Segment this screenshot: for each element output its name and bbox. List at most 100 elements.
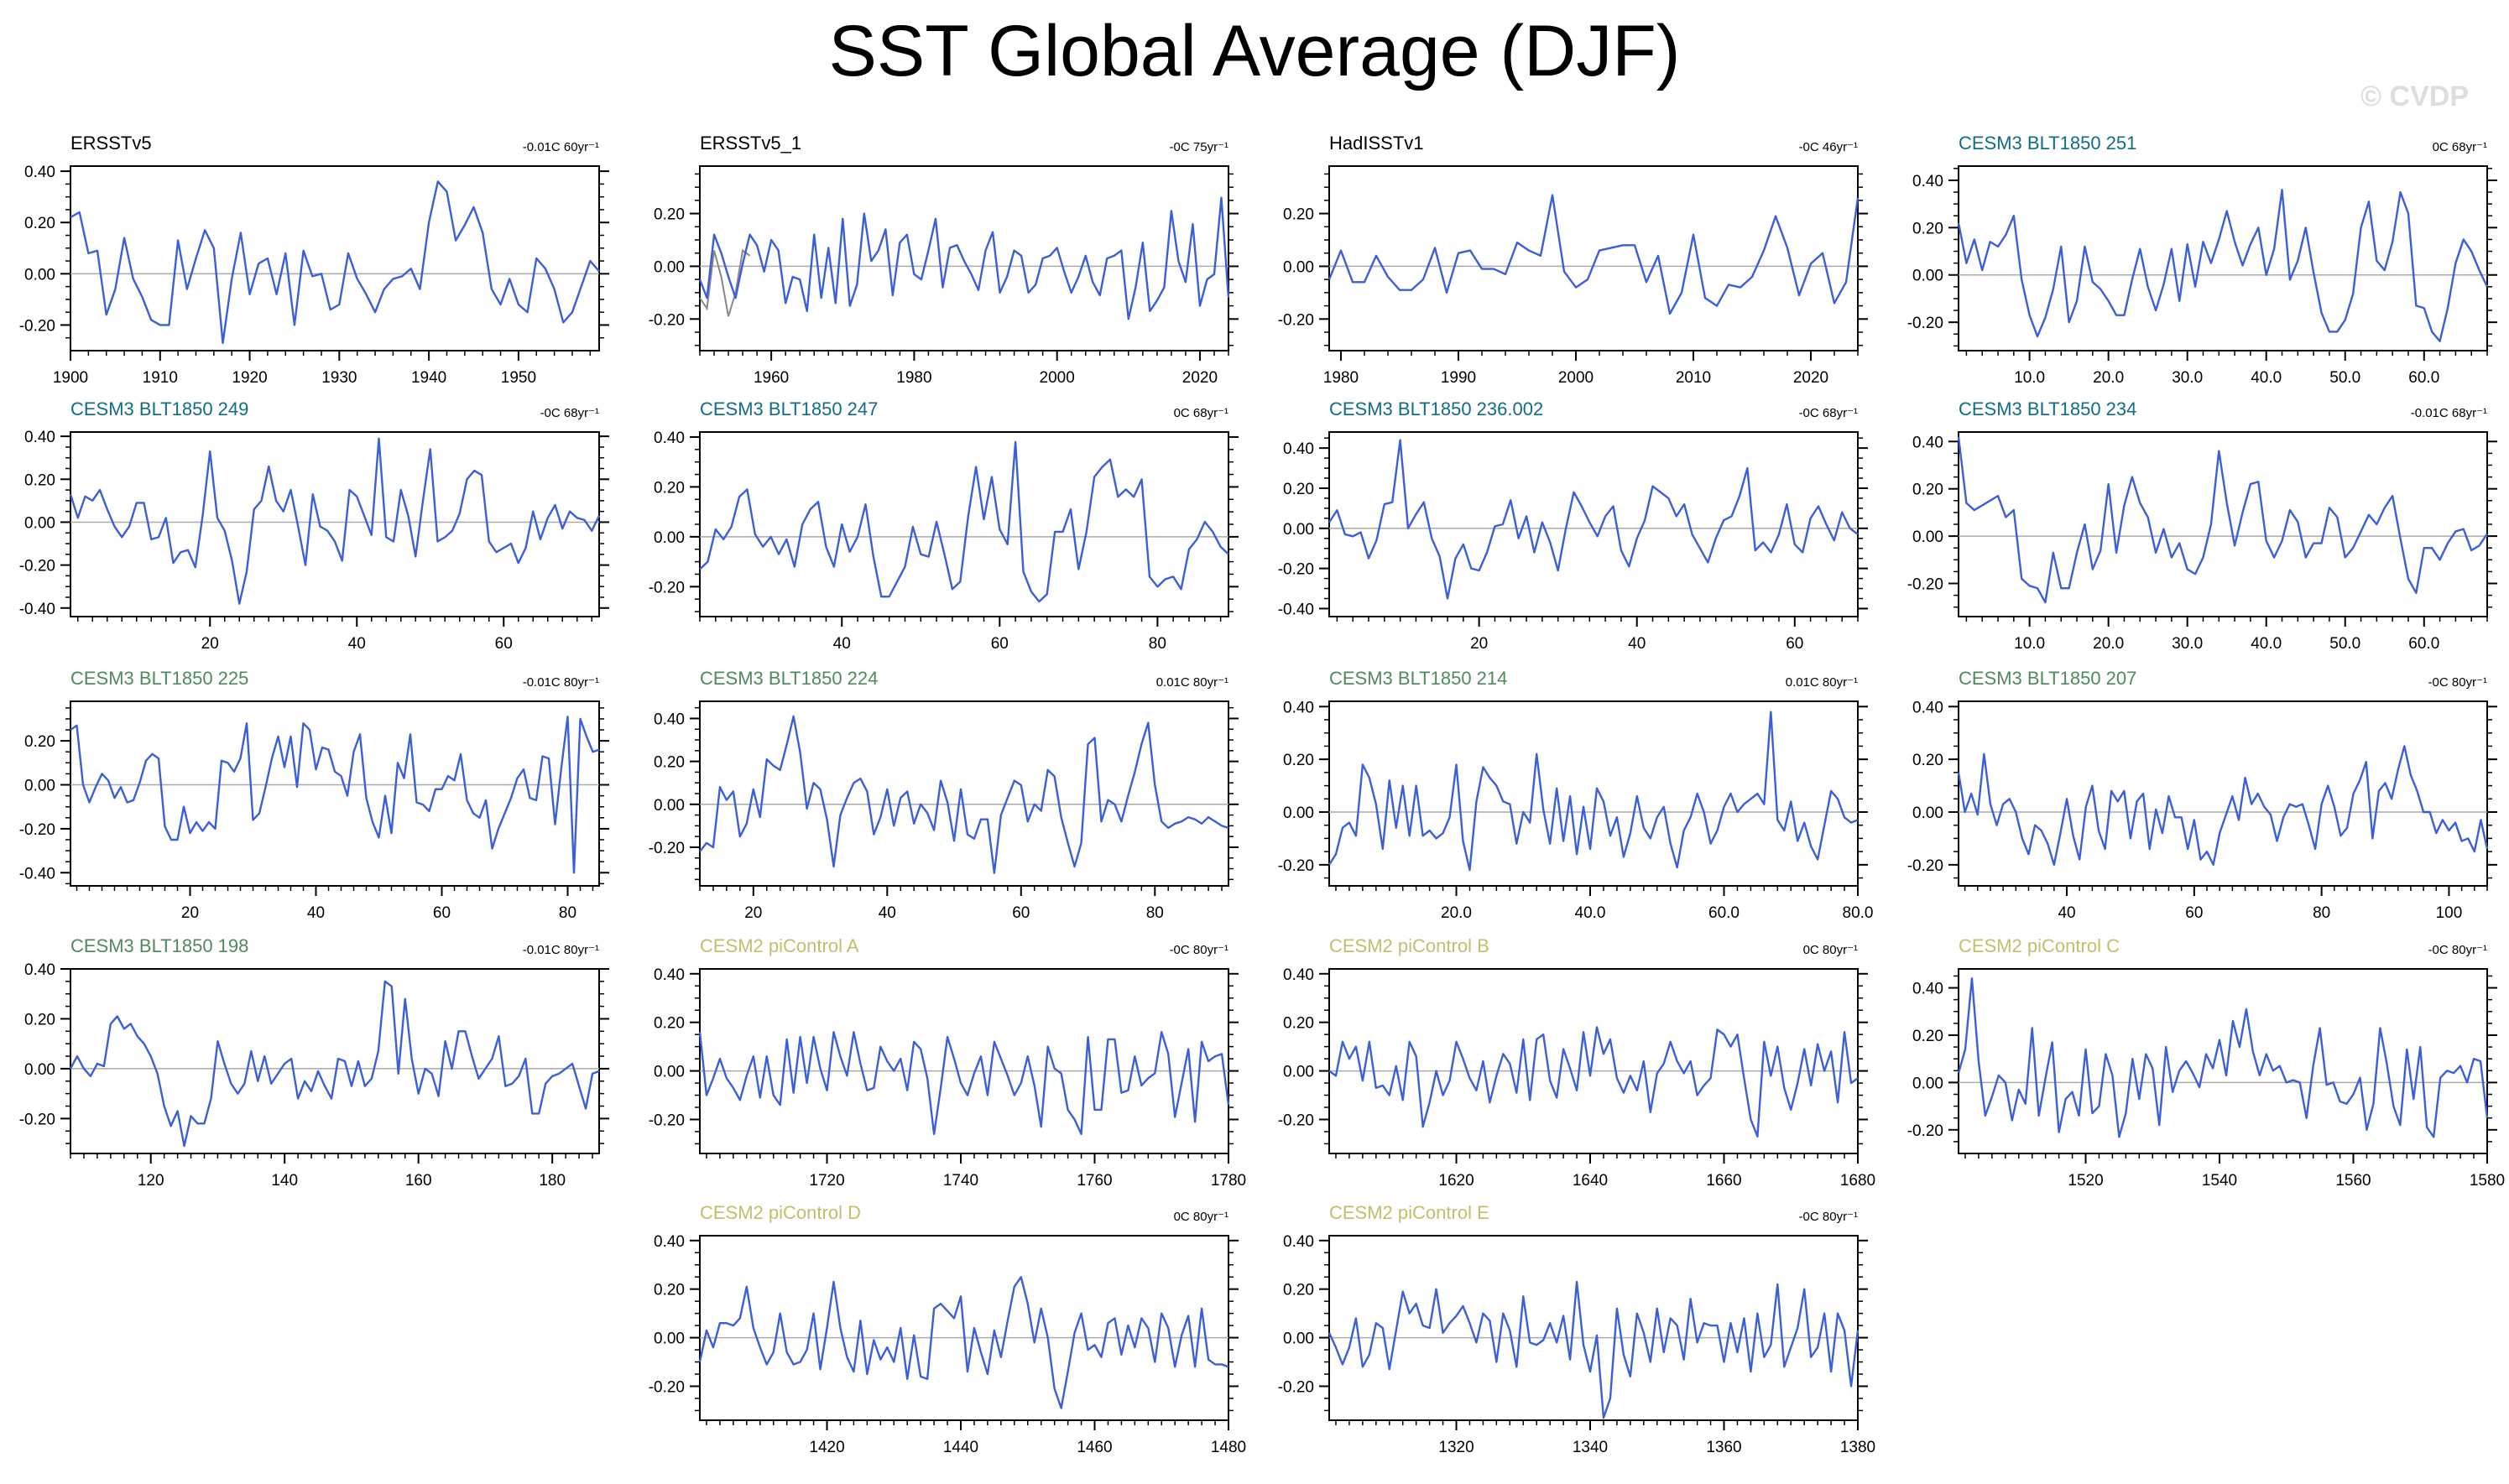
y-tick-label: 0.40 [24, 164, 55, 181]
y-tick-label: -0.20 [19, 558, 55, 575]
panel-title: CESM3 BLT1850 225 [70, 668, 248, 689]
panel-title: CESM2 piControl E [1329, 1202, 1489, 1223]
panel-16: -0.20 0.00 0.20 0.40 1520 1540 1560 1580 CESM2 p… [1907, 935, 2505, 1190]
y-tick-label: 0.00 [654, 797, 685, 815]
x-tick-label: 80.0 [1843, 904, 1874, 922]
panel-11: -0.20 0.00 0.20 0.40 20.0 40.0 60.0 80.0 CESM3 B… [1278, 668, 1874, 922]
y-tick-label: 0.40 [654, 966, 685, 984]
y-tick-label: 0.20 [1283, 481, 1314, 498]
series-line [69, 437, 601, 605]
series-line [1328, 1026, 1859, 1138]
y-tick-label: 0.40 [654, 711, 685, 728]
panel-title: CESM2 piControl A [700, 935, 859, 956]
x-tick-label: 1910 [143, 369, 178, 387]
series-line [698, 1031, 1230, 1136]
trend-label: -0C 80yr⁻¹ [1799, 1210, 1858, 1224]
y-tick-label: 0.20 [1283, 1015, 1314, 1033]
x-tick-label: 1380 [1840, 1439, 1875, 1456]
x-tick-label: 60 [2185, 904, 2203, 922]
trend-label: -0C 75yr⁻¹ [1170, 140, 1228, 154]
series-line [1957, 745, 2489, 867]
x-tick-label: 2000 [1040, 369, 1075, 387]
y-tick-label: -0.20 [649, 1378, 685, 1396]
x-tick-label: 80 [2313, 904, 2330, 922]
x-tick-label: 40 [833, 635, 851, 653]
x-tick-label: 50.0 [2329, 369, 2360, 387]
y-tick-label: -0.20 [1907, 1122, 1943, 1140]
plot-frame [1958, 968, 2488, 1154]
y-tick-label: 0.00 [24, 778, 55, 795]
trend-label: 0C 80yr⁻¹ [1174, 1210, 1228, 1224]
trend-label: -0C 80yr⁻¹ [2428, 675, 2487, 690]
panel-title: CESM3 BLT1850 214 [1329, 668, 1507, 689]
x-tick-label: 120 [138, 1172, 164, 1190]
series-line [698, 1276, 1229, 1409]
y-tick-label: -0.20 [1278, 1378, 1314, 1396]
panel-5: -0.40 -0.20 0.00 0.20 0.40 20 40 60 CESM3 BLT185… [19, 398, 609, 653]
x-tick-label: 20 [1470, 635, 1488, 653]
x-tick-label: 50.0 [2329, 635, 2360, 653]
trend-label: -0C 80yr⁻¹ [2428, 943, 2487, 957]
plot-frame [1328, 700, 1859, 887]
y-tick-label: 0.00 [1912, 268, 1943, 285]
y-tick-label: 0.20 [654, 754, 685, 772]
y-tick-label: -0.20 [1907, 576, 1943, 594]
x-tick-label: 40 [348, 635, 366, 653]
x-tick-label: 1420 [809, 1439, 844, 1456]
panel-4: -0.20 0.00 0.20 0.40 10.0 20.0 30.0 40.0 50.0 60.… [1907, 133, 2497, 387]
trend-label: -0C 46yr⁻¹ [1799, 140, 1858, 154]
trend-label: -0C 80yr⁻¹ [1170, 943, 1228, 957]
panel-15: -0.20 0.00 0.20 0.40 1620 1640 1660 1680 CESM2 p… [1278, 935, 1875, 1190]
y-tick-label: 0.20 [654, 206, 685, 224]
panel-18: -0.20 0.00 0.20 0.40 1320 1340 1360 1380 CESM2 p… [1278, 1202, 1875, 1456]
x-tick-label: 30.0 [2172, 635, 2203, 653]
trend-label: 0.01C 80yr⁻¹ [1156, 675, 1228, 690]
panel-title: CESM3 BLT1850 236.002 [1329, 398, 1543, 419]
panel-title: CESM3 BLT1850 251 [1959, 133, 2136, 154]
x-tick-label: 80 [559, 904, 576, 922]
x-tick-label: 2000 [1558, 369, 1594, 387]
panel-17: -0.20 0.00 0.20 0.40 1420 1440 1460 1480 CESM2 p… [649, 1202, 1246, 1456]
y-tick-label: 0.40 [1283, 440, 1314, 458]
y-tick-label: -0.20 [1278, 561, 1314, 579]
y-tick-label: 0.00 [654, 529, 685, 547]
x-tick-label: 1560 [2335, 1172, 2371, 1190]
x-tick-label: 1440 [943, 1439, 978, 1456]
x-tick-label: 180 [539, 1172, 566, 1190]
plot-frame [699, 968, 1229, 1154]
plot-frame [1328, 968, 1859, 1154]
y-tick-label: 0.40 [1283, 966, 1314, 984]
x-tick-label: 60 [1012, 904, 1030, 922]
plot-frame [699, 165, 1229, 351]
y-tick-label: -0.20 [19, 821, 55, 839]
y-tick-label: 0.20 [1912, 220, 1943, 237]
x-tick-label: 10.0 [2014, 635, 2045, 653]
y-tick-label: -0.40 [1278, 601, 1314, 618]
x-tick-label: 1920 [232, 369, 267, 387]
trend-label: -0.01C 80yr⁻¹ [523, 943, 599, 957]
series-line [1957, 436, 2488, 604]
y-tick-label: 0.20 [654, 1282, 685, 1299]
x-tick-label: 1640 [1573, 1172, 1608, 1190]
plot-frame [70, 431, 600, 617]
series-line-secondary [699, 248, 751, 317]
x-tick-label: 1780 [1211, 1172, 1246, 1190]
y-tick-label: 0.40 [24, 429, 55, 446]
y-tick-label: 0.00 [24, 266, 55, 284]
y-tick-label: -0.20 [1907, 857, 1943, 875]
trend-label: 0.01C 80yr⁻¹ [1786, 675, 1858, 690]
y-tick-label: -0.20 [649, 579, 685, 596]
x-tick-label: 40.0 [2251, 369, 2282, 387]
x-tick-label: 1940 [411, 369, 446, 387]
x-tick-label: 80 [1149, 635, 1166, 653]
x-tick-label: 20.0 [2093, 369, 2124, 387]
x-tick-label: 40.0 [2251, 635, 2282, 653]
x-tick-label: 1520 [2068, 1172, 2103, 1190]
panel-12: -0.20 0.00 0.20 0.40 40 60 80 100 CESM3 BLT1850 … [1907, 668, 2497, 922]
x-tick-label: 1990 [1441, 369, 1476, 387]
y-tick-label: -0.20 [1278, 311, 1314, 329]
trend-label: -0C 68yr⁻¹ [1799, 406, 1858, 420]
panel-title: ERSSTv5 [70, 133, 152, 154]
x-tick-label: 1620 [1438, 1172, 1474, 1190]
y-tick-label: 0.40 [24, 961, 55, 979]
